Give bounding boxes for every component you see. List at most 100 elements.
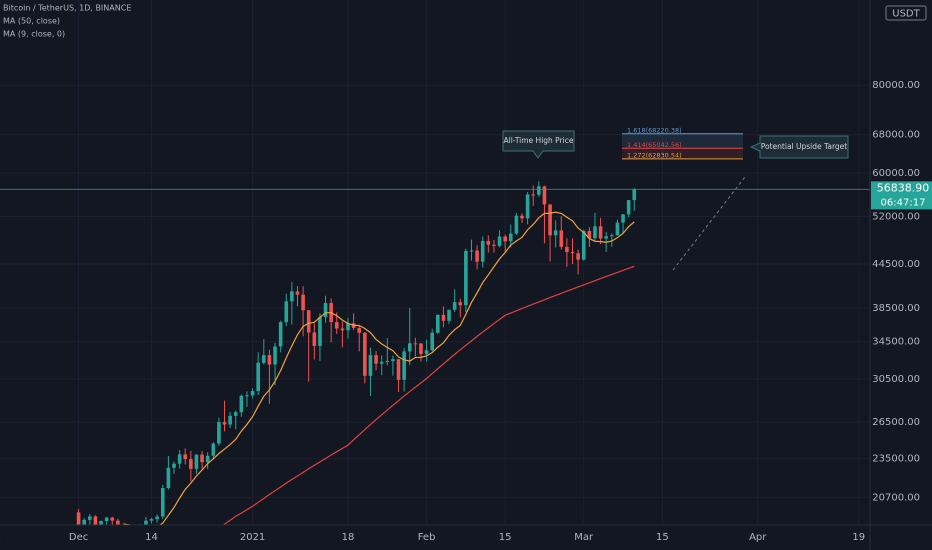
- candle-body: [189, 459, 193, 469]
- fib-zone: [622, 133, 743, 149]
- candle-body: [587, 230, 592, 239]
- x-tick-label: 14: [145, 532, 158, 543]
- x-tick-label: 16: [0, 532, 1, 543]
- candle-body: [76, 512, 81, 525]
- candle-body: [88, 516, 92, 520]
- candle-body: [82, 519, 86, 525]
- candle-body: [93, 516, 98, 525]
- candle-body: [508, 233, 513, 242]
- x-tick-label: 15: [499, 532, 512, 543]
- last-price-label: 56838.90: [877, 181, 930, 194]
- y-tick-label: 52000.00: [872, 212, 920, 223]
- candle-body: [222, 422, 227, 425]
- candle-body: [419, 343, 423, 355]
- candle-body: [615, 222, 620, 236]
- candle-body: [363, 332, 367, 376]
- candle-body: [155, 516, 159, 520]
- currency-label[interactable]: USDT: [892, 9, 920, 20]
- candle-body: [424, 350, 429, 355]
- candle-body: [368, 355, 373, 376]
- candle-body: [632, 189, 637, 201]
- candle-body: [548, 204, 552, 236]
- candle-body: [149, 519, 154, 521]
- candle-body: [581, 230, 586, 260]
- candle-body: [228, 415, 232, 425]
- candle-body: [233, 412, 238, 416]
- candle-body: [278, 322, 283, 347]
- last-price-box: [871, 181, 932, 210]
- legend-entry: MA (50, close): [3, 17, 60, 26]
- candle-body: [284, 301, 289, 323]
- candle-body: [374, 355, 378, 364]
- candle-body: [497, 236, 502, 246]
- fib-label: 1.272(62830.54): [627, 151, 682, 159]
- y-tick-label: 38500.00: [872, 303, 920, 314]
- candle-body: [256, 362, 260, 392]
- candle-body: [604, 236, 608, 239]
- candle-body: [430, 332, 434, 351]
- candle-body: [626, 200, 631, 215]
- candle-body: [407, 343, 412, 352]
- currency-box[interactable]: [885, 5, 927, 21]
- projection-line: [672, 176, 746, 271]
- candle-body: [520, 215, 524, 219]
- candle-body: [593, 226, 597, 239]
- candle-body: [402, 351, 406, 380]
- candle-body: [469, 250, 474, 252]
- candle-body: [559, 230, 564, 247]
- candle-body: [144, 520, 148, 525]
- candle-body: [621, 214, 625, 223]
- x-tick-label: 2021: [240, 532, 265, 543]
- candle-body: [262, 355, 266, 363]
- candle-body: [436, 314, 440, 333]
- candle-body: [200, 454, 204, 463]
- candle-body: [396, 359, 401, 380]
- y-tick-label: 80000.00: [872, 80, 920, 91]
- x-tick-label: Feb: [418, 532, 436, 543]
- candle-body: [531, 194, 536, 196]
- candle-body: [245, 395, 249, 397]
- x-tick-label: 18: [342, 532, 355, 543]
- x-tick-label: Dec: [69, 532, 88, 543]
- x-tick-label: 15: [656, 532, 669, 543]
- candle-body: [239, 395, 244, 413]
- candle-body: [475, 250, 479, 262]
- ath-callout: [502, 130, 575, 159]
- ma-line: [222, 265, 635, 525]
- candle-body: [553, 230, 558, 236]
- candle-body: [391, 359, 395, 361]
- y-tick-label: 34500.00: [872, 337, 920, 348]
- candle-body: [290, 291, 294, 302]
- candle-body: [486, 240, 491, 245]
- candle-body: [346, 323, 350, 331]
- candle-body: [267, 355, 272, 365]
- y-tick-label: 60000.00: [872, 168, 920, 179]
- candle-body: [340, 328, 345, 331]
- ma-line: [123, 211, 635, 525]
- candle-body: [312, 332, 317, 346]
- x-tick-label: Mar: [574, 532, 594, 543]
- candle-body: [334, 322, 339, 329]
- candle-body: [205, 455, 210, 463]
- chart-title: Bitcoin / TetherUS, 1D, BINANCE: [3, 4, 131, 13]
- candle-body: [441, 314, 446, 321]
- candle-body: [211, 443, 216, 456]
- candle-body: [610, 235, 614, 237]
- y-tick-label: 20700.00: [872, 492, 920, 503]
- ath-label: All-Time High Price: [504, 136, 574, 145]
- candle-body: [492, 244, 496, 246]
- fib-label: 1.618(68220.38): [627, 126, 682, 134]
- candle-body: [525, 194, 530, 219]
- candle-body: [447, 309, 451, 321]
- target-callout: [749, 135, 849, 159]
- candle-body: [464, 250, 468, 306]
- candle-body: [177, 454, 182, 464]
- candle-body: [385, 360, 390, 362]
- candle-body: [110, 517, 115, 521]
- y-tick-label: 30500.00: [872, 374, 920, 385]
- y-tick-label: 44500.00: [872, 259, 920, 270]
- grid: [0, 0, 870, 525]
- candle-body: [565, 246, 569, 253]
